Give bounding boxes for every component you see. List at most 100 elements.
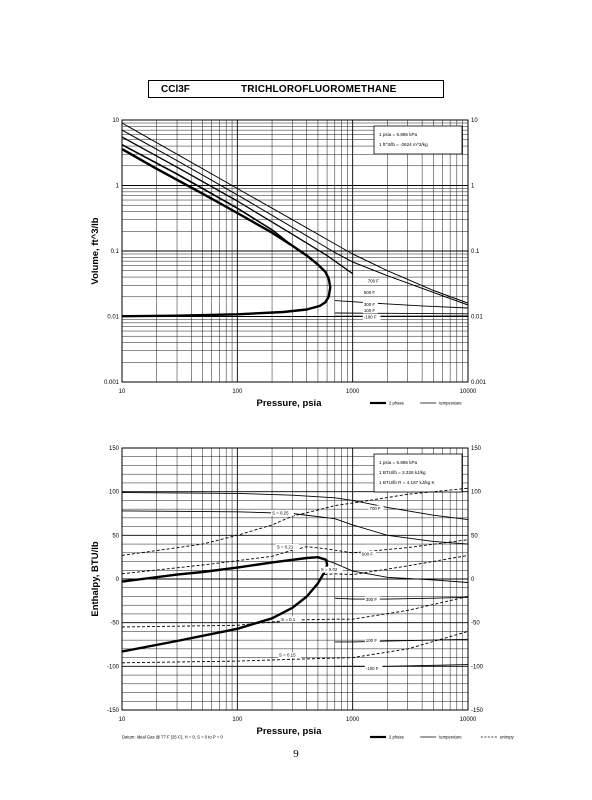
formula-label: CCl3F: [161, 84, 190, 95]
annotation-bg: [364, 665, 383, 672]
entropy-line: [324, 554, 469, 576]
annotation-bg: [368, 505, 384, 512]
temperature-line: [121, 510, 469, 545]
conversion-note-box: [373, 125, 463, 155]
annotation-bg: [278, 652, 301, 659]
y-tick-label-right: 10: [471, 118, 478, 124]
annotation-bg: [275, 543, 299, 550]
x-tick-label: 100: [232, 717, 243, 723]
y-tick-label-right: 0.1: [471, 249, 480, 255]
annotation-bg: [364, 637, 380, 644]
temperature-line: [334, 596, 469, 600]
y-tick-label-left: -150: [107, 708, 120, 714]
entropy-line: [121, 596, 469, 628]
x-tick-label: 100: [232, 389, 243, 395]
y-tick-label-left: 0.001: [104, 380, 120, 386]
enthalpy-pressure-chart: 1 psia = 6.895 kPa 1 BTU/lb = 2.326 kJ/kg…: [90, 446, 515, 740]
annotation-bg: [366, 278, 382, 285]
y-tick-label-left: 10: [112, 118, 119, 124]
x-tick-label: 1000: [346, 717, 360, 723]
temperature-line: [121, 143, 293, 247]
temperature-line: [322, 558, 469, 583]
curve-annotation: -100 F: [366, 666, 379, 671]
x-tick-label: 1000: [346, 389, 360, 395]
legend-label: entropy: [500, 735, 515, 740]
datum-note: Datum: Ideal Gas @ 77 F (25 C), H = 0, S…: [122, 735, 223, 740]
curve-annotation: S = 0.25: [272, 510, 289, 515]
curve-annotation: 100 F: [366, 638, 378, 643]
temperature-line: [334, 312, 469, 315]
y-tick-label-left: 0.1: [111, 249, 120, 255]
conversion-note-box: [373, 453, 463, 493]
curve-annotation: S = 0.1: [281, 617, 296, 622]
curve-annotation: 300 F: [366, 597, 378, 602]
x-tick-label: 10000: [460, 717, 477, 723]
curve-annotation: 300 F: [364, 302, 376, 307]
conversion-note-line: 1 BTU/lb R = 4.187 kJ/kg K: [379, 480, 435, 485]
temperature-line: [121, 136, 354, 275]
temperature-line: [334, 664, 469, 667]
conversion-note-line: 1 ft^3/lb = .0624 m^3/kg: [379, 142, 428, 147]
two-phase-curve: [121, 556, 329, 653]
annotation-bg: [364, 596, 380, 603]
annotation-bg: [280, 616, 301, 623]
y-tick-label-left: 50: [112, 533, 119, 539]
annotation-bg: [362, 307, 378, 314]
chart-title-box: CCl3F TRICHLOROFLUOROMETHANE: [148, 80, 444, 98]
annotation-bg: [271, 509, 294, 516]
annotation-bg: [362, 289, 378, 296]
annotation-bg: [360, 550, 376, 557]
two-phase-curve: [121, 148, 332, 318]
legend-label: 2 phase: [389, 401, 405, 406]
curve-annotation: 700 F: [368, 279, 380, 284]
y-tick-label-right: 0.01: [471, 315, 483, 321]
y-tick-label-right: 150: [471, 446, 482, 452]
curve-annotation: S = 0.15: [279, 653, 296, 658]
y-tick-label-left: 150: [109, 446, 120, 452]
conversion-note-line: 1 psia = 6.895 kPa: [379, 460, 418, 465]
curve-annotation: 500 F: [362, 551, 374, 556]
x-axis-label: Pressure, psia: [257, 398, 323, 409]
legend-label: 2 phase: [389, 735, 405, 740]
curve-annotation: S = 0.21: [277, 544, 294, 549]
legend-label: temperature: [439, 401, 462, 406]
legend-label: temperature: [439, 735, 462, 740]
curve-annotation: S = 0.02: [321, 567, 338, 572]
y-tick-label-left: 0.01: [107, 315, 119, 321]
annotation-bg: [362, 314, 381, 321]
temperature-line: [121, 122, 469, 304]
compound-name: TRICHLOROFLUOROMETHANE: [241, 84, 397, 95]
y-tick-label-right: 100: [471, 490, 482, 496]
y-tick-label-right: 1: [471, 184, 475, 190]
y-tick-label-right: -100: [471, 664, 484, 670]
temperature-line: [121, 129, 469, 306]
y-tick-label-right: -150: [471, 708, 484, 714]
volume-pressure-chart: 1 psia = 6.895 kPa 1 ft^3/lb = .0624 m^3/…: [90, 118, 487, 409]
y-tick-label-left: -50: [110, 621, 119, 627]
x-tick-label: 10000: [460, 389, 477, 395]
y-tick-label-left: 0: [116, 577, 120, 583]
temperature-line: [121, 492, 469, 521]
y-tick-label-right: 0.001: [471, 380, 487, 386]
entropy-line: [121, 630, 469, 664]
curve-annotation: -100 F: [364, 315, 377, 320]
curve-annotation: 700 F: [370, 506, 382, 511]
conversion-note-line: 1 BTU/lb = 2.326 kJ/kg: [379, 470, 426, 475]
curve-annotation: 100 F: [364, 308, 376, 313]
y-axis-label: Enthalpy, BTU/lb: [90, 541, 101, 616]
y-tick-label-right: -50: [471, 621, 480, 627]
y-tick-label-right: 50: [471, 533, 478, 539]
plot-frame: [121, 119, 469, 383]
y-tick-label-right: 0: [471, 577, 475, 583]
entropy-line: [121, 487, 469, 556]
temperature-line: [334, 638, 469, 643]
x-axis-label: Pressure, psia: [257, 726, 323, 737]
y-axis-label: Volume, ft^3/lb: [90, 217, 101, 284]
y-tick-label-left: 1: [116, 184, 120, 190]
y-tick-label-left: -100: [107, 664, 120, 670]
temperature-line: [334, 300, 469, 309]
x-tick-label: 10: [119, 717, 126, 723]
page-number: 9: [293, 748, 299, 760]
curve-annotation: 500 F: [364, 290, 376, 295]
annotation-bg: [319, 566, 343, 573]
